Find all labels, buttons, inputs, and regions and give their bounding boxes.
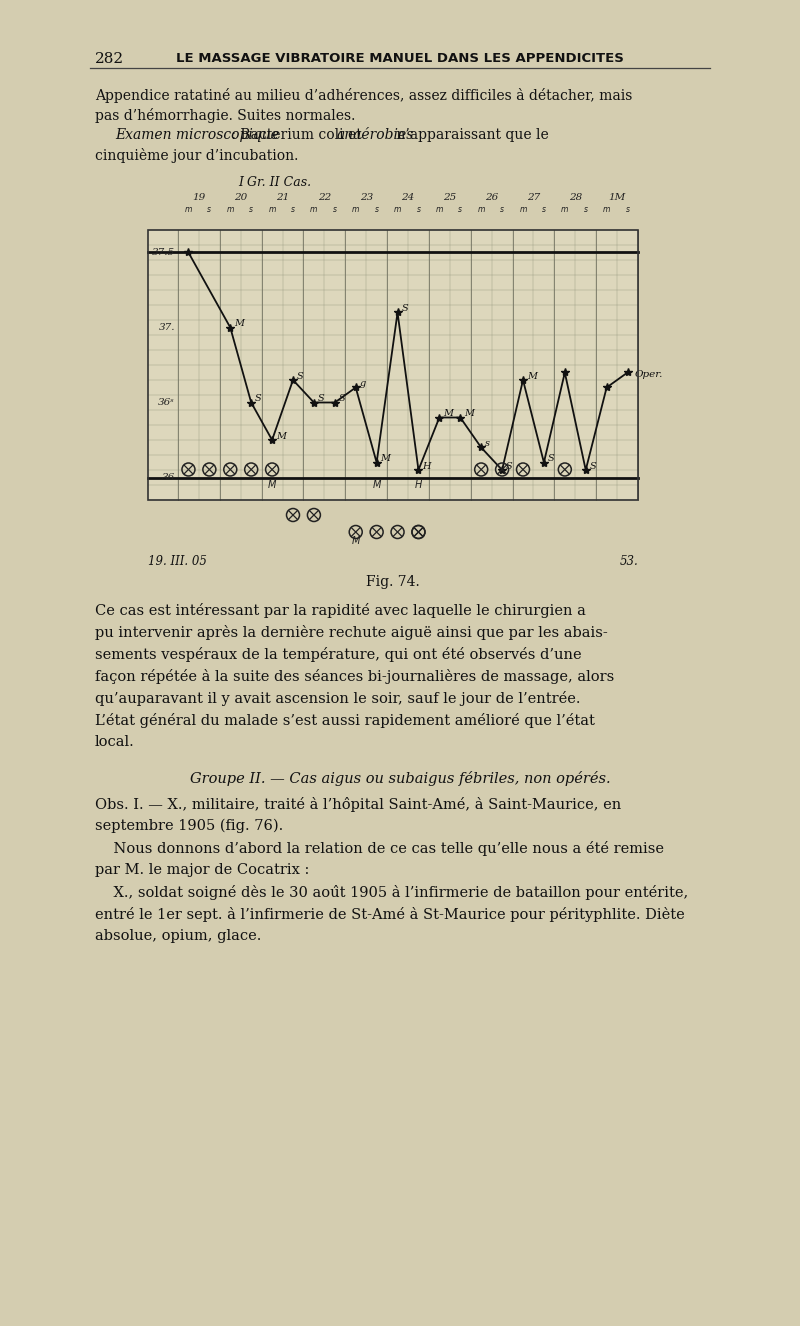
Text: 25: 25 bbox=[443, 194, 457, 202]
Text: L’état général du malade s’est aussi rapidement amélioré que l’état: L’état général du malade s’est aussi … bbox=[95, 713, 595, 728]
Text: LE MASSAGE VIBRATOIRE MANUEL DANS LES APPENDICITES: LE MASSAGE VIBRATOIRE MANUEL DANS LES AP… bbox=[176, 52, 624, 65]
Text: entré le 1er sept. à l’infirmerie de St-Amé à St-Maurice pour pérityphlite.: entré le 1er sept. à l’infirmerie de S… bbox=[95, 907, 685, 922]
Text: M: M bbox=[351, 536, 360, 546]
Text: 26: 26 bbox=[485, 194, 498, 202]
Text: pu intervenir après la dernière rechute aiguë ainsi que par les abais-: pu intervenir après la dernière rechut… bbox=[95, 625, 608, 640]
Text: 37.: 37. bbox=[158, 324, 175, 332]
Text: 19. III. 05: 19. III. 05 bbox=[148, 556, 207, 568]
Text: Fig. 74.: Fig. 74. bbox=[366, 575, 420, 589]
Text: m: m bbox=[394, 206, 402, 213]
Text: 37.5: 37.5 bbox=[152, 248, 175, 257]
Text: Examen microscopique: Examen microscopique bbox=[115, 129, 279, 142]
Text: Obs. I. — X., militaire, traité à l’hôpital Saint-Amé, à Saint-Maurice, en: Obs. I. — X., militaire, traité à l’ho… bbox=[95, 797, 622, 812]
Text: 22: 22 bbox=[318, 194, 331, 202]
Text: m: m bbox=[478, 206, 485, 213]
Text: s: s bbox=[333, 206, 337, 213]
Text: H: H bbox=[422, 461, 431, 471]
Text: s: s bbox=[249, 206, 253, 213]
Text: m: m bbox=[603, 206, 610, 213]
Text: S: S bbox=[402, 304, 408, 313]
Text: s: s bbox=[458, 206, 462, 213]
Text: Appendice ratatiné au milieu d’adhérences, assez difficiles à détacher, mais: Appendice ratatiné au milieu d’adhéren… bbox=[95, 88, 632, 103]
Text: par M. le major de Cocatrix :: par M. le major de Cocatrix : bbox=[95, 863, 310, 876]
Text: local.: local. bbox=[95, 735, 134, 749]
Text: S: S bbox=[590, 461, 596, 471]
Text: m: m bbox=[185, 206, 192, 213]
Text: S: S bbox=[255, 394, 262, 403]
Text: H: H bbox=[414, 480, 422, 489]
Text: absolue, opium, glace.: absolue, opium, glace. bbox=[95, 930, 262, 943]
Text: M: M bbox=[268, 480, 276, 489]
Text: 282: 282 bbox=[95, 52, 124, 66]
Text: cinquième jour d’incubation.: cinquième jour d’incubation. bbox=[95, 149, 298, 163]
Text: 20: 20 bbox=[234, 194, 247, 202]
Text: X., soldat soigné dès le 30 août 1905 à l’infirmerie de bataillon pour enté: X., soldat soigné dès le 30 août 1905… bbox=[95, 884, 688, 900]
Text: qu’auparavant il y avait ascension le soir, sauf le jour de l’entrée.: qu’auparavant il y avait ascension le so… bbox=[95, 691, 581, 705]
Text: M: M bbox=[373, 480, 381, 489]
Text: 28: 28 bbox=[569, 194, 582, 202]
Text: Nous donnons d’abord la relation de ce cas telle qu’elle nous a été remise: Nous donnons d’abord la relation de ce c… bbox=[95, 841, 664, 857]
Text: sements vespéraux de la température, qui ont été observés d’une: sements vespéraux de la température, q… bbox=[95, 647, 582, 662]
Text: M: M bbox=[276, 431, 286, 440]
Text: S: S bbox=[297, 371, 304, 381]
Text: M: M bbox=[234, 320, 244, 328]
Text: septembre 1905 (fig. 76).: septembre 1905 (fig. 76). bbox=[95, 819, 283, 833]
Text: s: s bbox=[626, 206, 630, 213]
Text: s: s bbox=[485, 439, 490, 448]
Text: m: m bbox=[436, 206, 443, 213]
Text: m: m bbox=[269, 206, 276, 213]
Text: 27: 27 bbox=[527, 194, 540, 202]
Text: s: s bbox=[542, 206, 546, 213]
Text: M: M bbox=[443, 408, 454, 418]
Text: n’apparaissant que le: n’apparaissant que le bbox=[392, 129, 549, 142]
Text: anaérobies: anaérobies bbox=[336, 129, 414, 142]
Text: M: M bbox=[464, 408, 474, 418]
Text: 36ˢ: 36ˢ bbox=[158, 398, 175, 407]
Bar bbox=[148, 229, 638, 500]
Text: S: S bbox=[506, 461, 513, 471]
Text: M: M bbox=[527, 371, 537, 381]
Text: m: m bbox=[561, 206, 569, 213]
Text: S: S bbox=[548, 453, 554, 463]
Text: s: s bbox=[207, 206, 211, 213]
Text: g: g bbox=[360, 379, 366, 389]
Text: 23: 23 bbox=[359, 194, 373, 202]
Bar bbox=[148, 229, 638, 500]
Text: : Bacterium coli et: : Bacterium coli et bbox=[227, 129, 366, 142]
Text: s: s bbox=[291, 206, 295, 213]
Text: m: m bbox=[519, 206, 526, 213]
Text: 53.: 53. bbox=[619, 556, 638, 568]
Text: Groupe II. — Cas aigus ou subaigus fébriles, non opérés.: Groupe II. — Cas aigus ou subaigus fébr… bbox=[190, 770, 610, 786]
Text: Ce cas est intéressant par la rapidité avec laquelle le chirurgien a: Ce cas est intéressant par la rapidité… bbox=[95, 603, 586, 618]
Text: pas d’hémorrhagie. Suites normales.: pas d’hémorrhagie. Suites normales. bbox=[95, 107, 355, 123]
Text: S: S bbox=[339, 394, 346, 403]
Text: 1M: 1M bbox=[609, 194, 626, 202]
Text: s: s bbox=[417, 206, 421, 213]
Text: Oper.: Oper. bbox=[634, 370, 663, 379]
Text: I Gr. II Cas.: I Gr. II Cas. bbox=[238, 176, 311, 190]
Text: m: m bbox=[352, 206, 359, 213]
Text: S: S bbox=[318, 394, 325, 403]
Text: 24: 24 bbox=[402, 194, 414, 202]
Text: m: m bbox=[310, 206, 318, 213]
Text: 36: 36 bbox=[162, 473, 175, 481]
Text: s: s bbox=[500, 206, 504, 213]
Text: s: s bbox=[584, 206, 588, 213]
Text: M: M bbox=[381, 453, 390, 463]
Text: m: m bbox=[226, 206, 234, 213]
Text: 21: 21 bbox=[276, 194, 289, 202]
Text: s: s bbox=[374, 206, 378, 213]
Text: 19: 19 bbox=[192, 194, 206, 202]
Text: façon répétée à la suite des séances bi-journalières de massage, alors: façon répétée à la suite des séanc… bbox=[95, 670, 614, 684]
